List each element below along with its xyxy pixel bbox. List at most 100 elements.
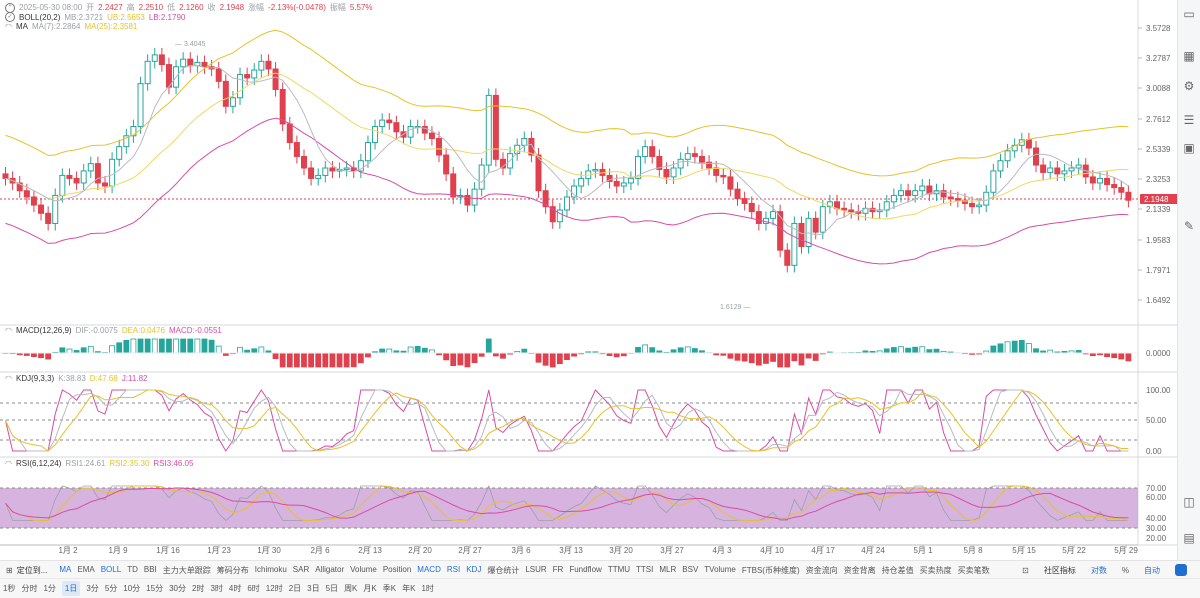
interval-5[interactable]: 5分 (105, 583, 117, 594)
eye-icon[interactable]: ◠ (5, 22, 12, 31)
interval-8[interactable]: 30分 (169, 583, 186, 594)
boll-upper-band (6, 30, 1129, 176)
interval-9[interactable]: 2时 (192, 583, 204, 594)
macd-bar (145, 339, 150, 353)
indicator-3[interactable]: TD (127, 565, 138, 576)
candle-body (429, 133, 434, 138)
community-icon[interactable]: ⊡ (1022, 566, 1029, 575)
indicator-23[interactable]: TVolume (704, 565, 736, 576)
interval-12[interactable]: 6时 (247, 583, 259, 594)
indicator-27[interactable]: 持仓差值 (882, 565, 914, 576)
interval-10[interactable]: 3时 (210, 583, 222, 594)
indicator-28[interactable]: 买卖热度 (920, 565, 952, 576)
interval-0[interactable]: 1秒 (3, 583, 15, 594)
log-scale-toggle[interactable]: 对数 (1091, 565, 1107, 576)
locate-button[interactable]: 定位到... (17, 565, 48, 576)
auto-scale-toggle[interactable]: 自动 (1144, 565, 1160, 576)
indicator-16[interactable]: LSUR (525, 565, 546, 576)
indicator-13[interactable]: RSI (447, 565, 460, 576)
candle-body (24, 191, 29, 197)
candle-body (316, 175, 321, 178)
interval-3[interactable]: 1日 (62, 581, 80, 596)
pin-icon[interactable]: ⊞ (6, 566, 13, 575)
macd-bar (778, 353, 783, 367)
candle-body (998, 161, 1003, 171)
indicator-8[interactable]: SAR (293, 565, 309, 576)
interval-4[interactable]: 3分 (86, 583, 98, 594)
interval-20[interactable]: 年K (402, 583, 415, 594)
interval-14[interactable]: 2日 (289, 583, 301, 594)
panel-icon[interactable]: ▭ (1181, 6, 1197, 22)
interval-6[interactable]: 10分 (123, 583, 140, 594)
candle-body (39, 205, 44, 213)
brush-icon[interactable]: ✎ (1181, 218, 1197, 234)
candle-body (259, 61, 264, 70)
candle-body (664, 169, 669, 176)
layers-icon[interactable]: ◫ (1181, 494, 1197, 510)
indicator-9[interactable]: Alligator (315, 565, 344, 576)
candle-body (1105, 178, 1110, 184)
check-icon[interactable]: ✓ (5, 12, 15, 22)
indicator-0[interactable]: MA (59, 565, 71, 576)
list-icon[interactable]: ☰ (1181, 112, 1197, 128)
candle-body (522, 138, 527, 145)
indicator-25[interactable]: 资金流向 (806, 565, 838, 576)
interval-18[interactable]: 月K (363, 583, 376, 594)
indicator-20[interactable]: TTSI (636, 565, 653, 576)
candle-body (273, 69, 278, 90)
macd-legend: ◠ MACD(12,26,9) DIF:-0.0075 DEA:0.0476 M… (5, 326, 222, 335)
macd-bar (124, 340, 129, 353)
eye-icon[interactable]: ◠ (5, 374, 12, 383)
interval-2[interactable]: 1分 (43, 583, 55, 594)
community-indicators-button[interactable]: 社区指标 (1044, 565, 1076, 576)
macd-bar (309, 353, 314, 367)
candle-body (309, 168, 314, 178)
indicator-2[interactable]: BOLL (101, 565, 121, 576)
macd-bar (131, 339, 136, 353)
macd-bar (117, 343, 122, 353)
interval-15[interactable]: 3日 (307, 583, 319, 594)
camera-icon[interactable]: ▣ (1181, 140, 1197, 156)
interval-1[interactable]: 分时 (21, 583, 37, 594)
interval-16[interactable]: 5日 (326, 583, 338, 594)
indicator-10[interactable]: Volume (350, 565, 377, 576)
indicator-21[interactable]: MLR (659, 565, 676, 576)
high-annotation: — 3.4045 (175, 41, 205, 48)
macd-bar (60, 348, 65, 353)
indicator-12[interactable]: MACD (417, 565, 441, 576)
indicator-7[interactable]: Ichimoku (255, 565, 287, 576)
interval-13[interactable]: 12时 (266, 583, 283, 594)
eye-icon[interactable]: ◠ (5, 326, 12, 335)
indicator-6[interactable]: 筹码分布 (217, 565, 249, 576)
macd-bar (380, 349, 385, 353)
indicator-26[interactable]: 资金背离 (844, 565, 876, 576)
eye-icon[interactable]: ◠ (5, 459, 12, 468)
collapse-icon[interactable]: ⌃ (5, 3, 15, 13)
candle-body (145, 61, 150, 83)
indicator-24[interactable]: FTBS(币种维度) (742, 565, 800, 576)
layout-icon[interactable]: ▦ (1181, 48, 1197, 64)
indicator-14[interactable]: KDJ (466, 565, 481, 576)
indicator-4[interactable]: BBI (144, 565, 157, 576)
interval-11[interactable]: 4时 (229, 583, 241, 594)
interval-7[interactable]: 15分 (146, 583, 163, 594)
macd-bar (330, 353, 335, 367)
indicator-17[interactable]: FR (553, 565, 564, 576)
interval-19[interactable]: 季K (383, 583, 396, 594)
indicator-29[interactable]: 买卖笔数 (958, 565, 990, 576)
interval-17[interactable]: 周K (344, 583, 357, 594)
indicator-19[interactable]: TTMU (608, 565, 630, 576)
percent-toggle[interactable]: % (1122, 566, 1129, 575)
grid-icon[interactable]: ▤ (1181, 530, 1197, 546)
indicator-5[interactable]: 主力大单跟踪 (163, 565, 211, 576)
indicator-18[interactable]: Fundflow (569, 565, 601, 576)
indicator-22[interactable]: BSV (682, 565, 698, 576)
interval-21[interactable]: 1时 (421, 583, 433, 594)
candle-body (110, 159, 115, 186)
candle-body (678, 159, 683, 168)
indicator-1[interactable]: EMA (77, 565, 94, 576)
indicator-11[interactable]: Position (383, 565, 411, 576)
indicator-15[interactable]: 爆仓统计 (487, 565, 519, 576)
settings-icon[interactable]: ⚙ (1181, 78, 1197, 94)
